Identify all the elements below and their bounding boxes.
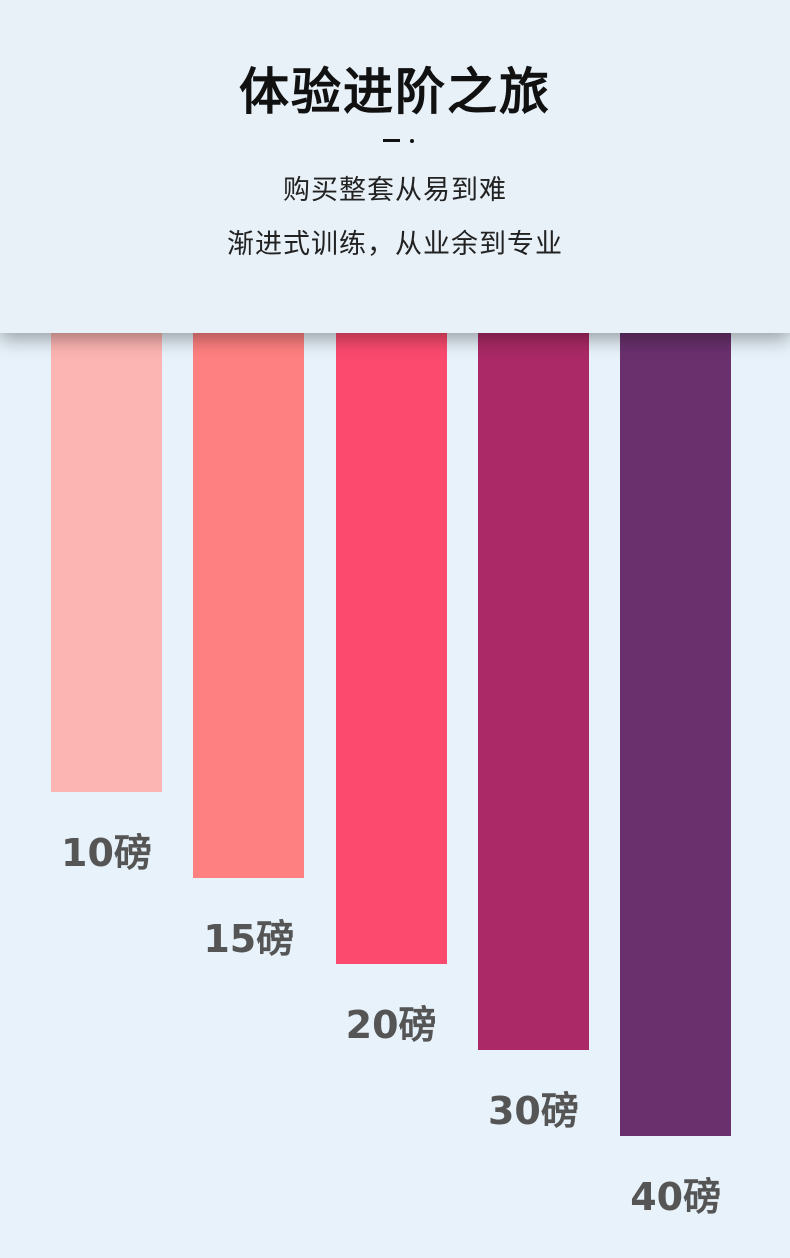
divider-dot (410, 139, 414, 143)
bar-label: 20磅 (345, 1003, 437, 1047)
bar-label: 30磅 (487, 1089, 579, 1133)
bar-label: 10磅 (61, 831, 152, 875)
bar-30磅 (477, 333, 589, 1050)
subtitle-line-2: 渐进式训练，从业余到专业 (227, 229, 563, 260)
divider-dash (383, 139, 400, 142)
bar-10磅 (51, 333, 162, 792)
bar-label: 15磅 (203, 917, 295, 961)
bar-15磅 (193, 333, 305, 878)
subtitle-line-1: 购买整套从易到难 (283, 175, 507, 206)
page-title: 体验进阶之旅 (239, 63, 551, 121)
bar-label: 40磅 (630, 1175, 722, 1219)
bar-40磅 (620, 333, 732, 1136)
header-panel: 体验进阶之旅 购买整套从易到难 渐进式训练，从业余到专业 (0, 0, 790, 333)
bar-20磅 (335, 333, 447, 964)
